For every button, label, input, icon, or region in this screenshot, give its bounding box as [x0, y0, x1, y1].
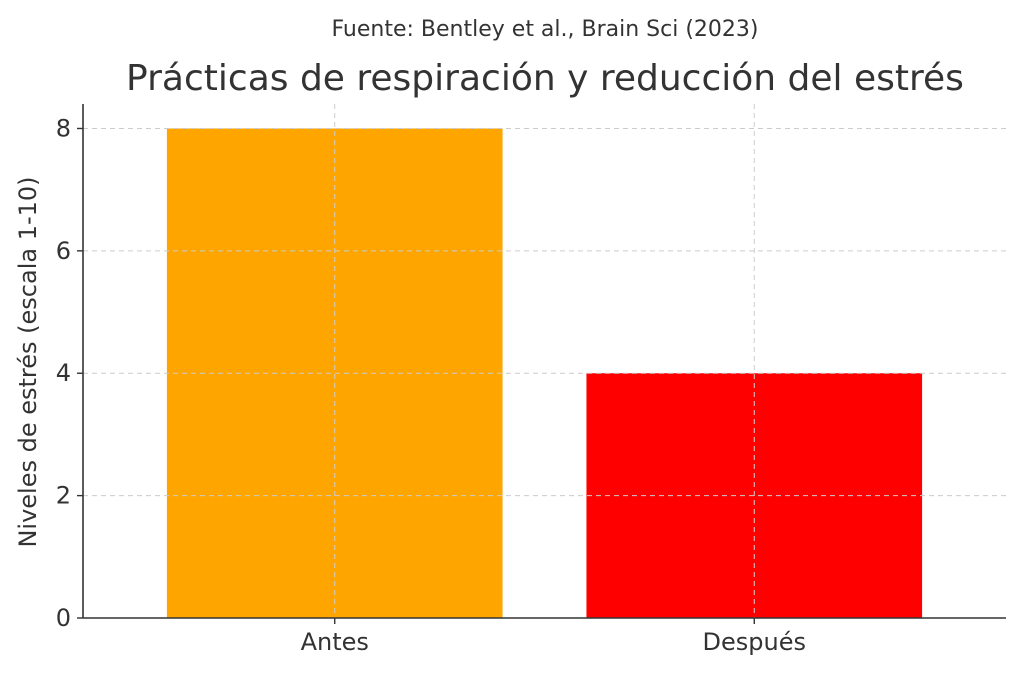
y-tick-label: 8	[56, 114, 71, 142]
y-tick-label: 6	[56, 237, 71, 265]
grid-layer	[83, 104, 1006, 618]
chart-title: Prácticas de respiración y reducción del…	[126, 58, 964, 99]
y-axis-label: Niveles de estrés (escala 1-10)	[14, 176, 42, 547]
y-tick-label: 0	[56, 604, 71, 632]
x-tick-label: Después	[703, 628, 806, 656]
y-tick-label: 2	[56, 482, 71, 510]
x-tick-label: Antes	[301, 628, 369, 656]
axes-layer	[82, 104, 1006, 619]
chart-source: Fuente: Bentley et al., Brain Sci (2023)	[331, 17, 758, 42]
y-tick-label: 4	[56, 359, 71, 387]
ticks-layer: 0 2 4 6 8 Antes Después	[56, 114, 806, 656]
